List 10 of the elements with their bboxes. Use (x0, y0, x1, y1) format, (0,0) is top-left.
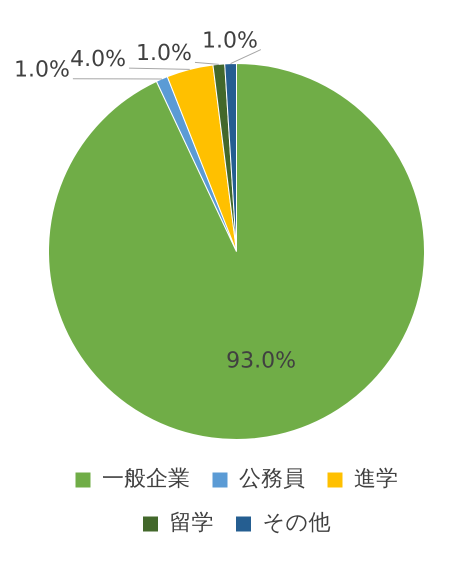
data-label: 1.0% (202, 28, 258, 54)
legend-label: 一般企業 (102, 466, 190, 492)
data-label: 93.0% (226, 348, 296, 374)
data-label: 4.0% (70, 46, 126, 72)
legend-label: 進学 (354, 466, 398, 492)
legend-label: 留学 (170, 510, 214, 536)
data-label: 1.0% (14, 57, 70, 82)
data-label: 1.0% (136, 41, 192, 66)
legend-label: その他 (262, 510, 330, 536)
legend-label: 公務員 (239, 466, 305, 492)
